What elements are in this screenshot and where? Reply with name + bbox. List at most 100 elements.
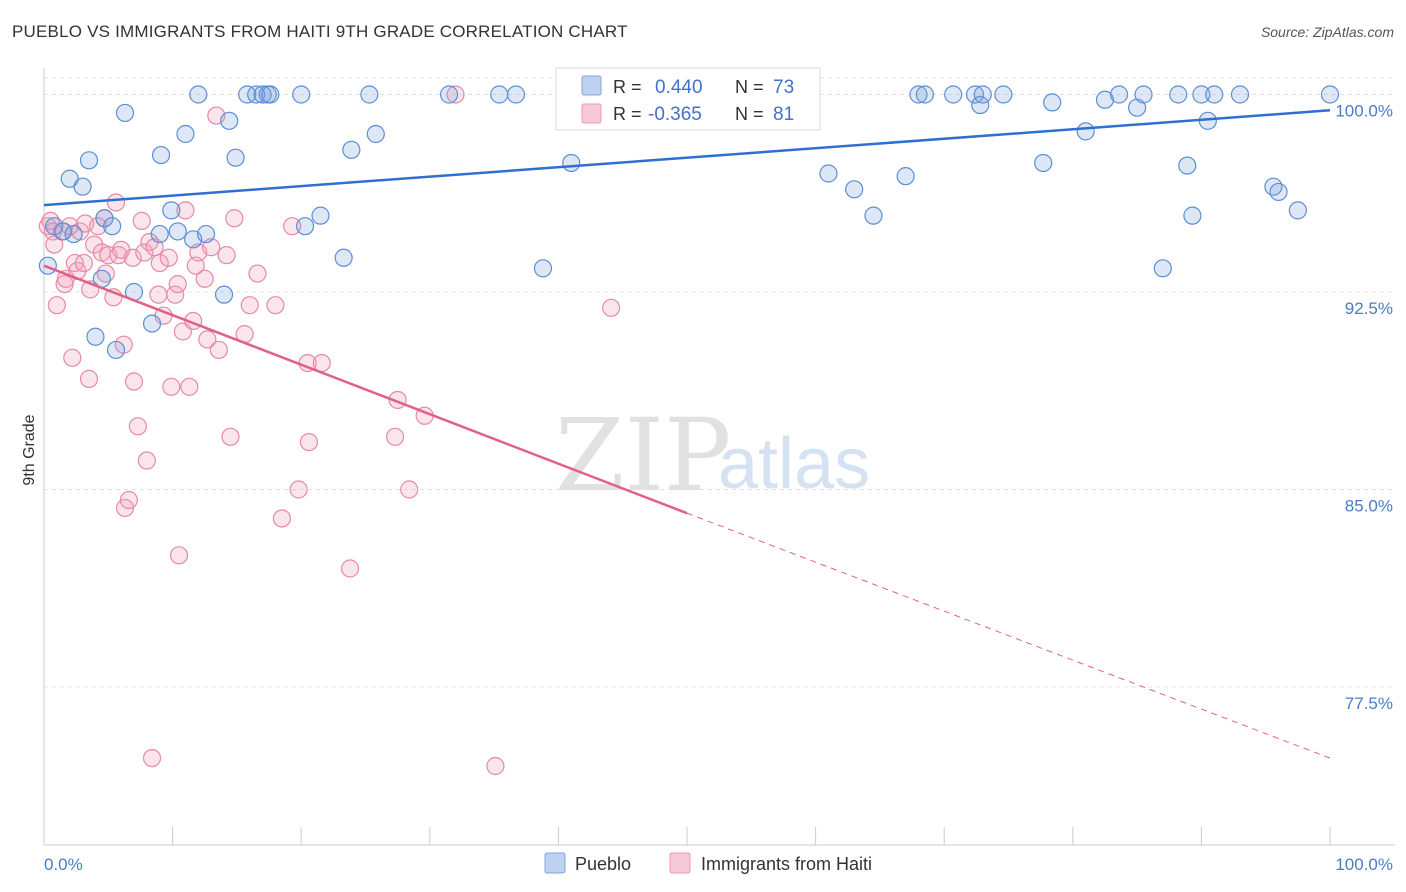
legend-n-label-2: N =	[735, 104, 764, 124]
haiti-point	[180, 377, 199, 396]
pueblo-point	[311, 206, 330, 225]
legend-swatch-haiti	[581, 103, 602, 124]
pueblo-point	[994, 85, 1013, 104]
pueblo-point	[845, 180, 864, 199]
pueblo-trend-line	[43, 109, 1331, 207]
pueblo-point	[1264, 177, 1283, 196]
pueblo-point	[819, 164, 838, 183]
haiti-point	[106, 193, 126, 212]
haiti-point	[142, 748, 162, 768]
haiti-point	[240, 296, 259, 315]
pueblo-point	[151, 145, 171, 165]
haiti-point	[123, 248, 142, 267]
haiti-point	[299, 433, 319, 452]
bottom-legend-swatch-haiti	[669, 852, 691, 874]
pueblo-point	[79, 151, 99, 170]
haiti-trend-extension	[686, 512, 1331, 759]
pueblo-point	[1205, 85, 1224, 104]
pueblo-point	[973, 85, 992, 104]
haiti-point	[340, 559, 360, 578]
y-tick-label: 85.0%	[1345, 497, 1393, 516]
haiti-point	[217, 246, 236, 265]
haiti-point	[272, 509, 292, 528]
pueblo-point	[220, 111, 239, 130]
pueblo-point	[115, 103, 135, 123]
haiti-point	[135, 243, 154, 262]
pueblo-point	[106, 340, 126, 360]
pueblo-point	[1320, 85, 1340, 104]
bottom-legend: Pueblo Immigrants from Haiti	[544, 852, 872, 874]
haiti-point	[119, 490, 138, 510]
pueblo-point	[38, 256, 57, 275]
bottom-legend-pueblo: Pueblo	[575, 854, 631, 874]
pueblo-point	[944, 85, 963, 104]
pueblo-point	[909, 85, 928, 104]
haiti-point	[79, 369, 99, 388]
legend-n-value-2: 81	[773, 104, 794, 125]
source-label: Source: ZipAtlas.com	[1260, 24, 1394, 40]
haiti-point	[289, 480, 308, 499]
pueblo-point	[915, 85, 935, 104]
haiti-point	[132, 211, 151, 230]
pueblo-point	[103, 217, 122, 236]
pueblo-point	[1269, 182, 1288, 202]
bottom-legend-swatch-pueblo	[544, 852, 566, 874]
watermark-zip: ZIP	[555, 397, 731, 514]
bottom-legend-haiti: Immigrants from Haiti	[701, 854, 872, 874]
pueblo-point	[142, 314, 162, 333]
haiti-point	[176, 201, 195, 220]
pueblo-point	[896, 167, 915, 186]
pueblo-point	[1109, 85, 1129, 104]
pueblo-point	[86, 327, 105, 346]
pueblo-point	[533, 259, 553, 278]
haiti-point	[283, 217, 302, 236]
legend-r-label-2: R =	[613, 104, 642, 124]
haiti-point	[150, 253, 169, 273]
pueblo-point	[1034, 153, 1053, 173]
pueblo-point	[162, 201, 181, 220]
legend-n-value-1: 73	[773, 77, 794, 98]
haiti-point	[221, 427, 240, 446]
tick-labels: 77.5% 85.0% 92.5% 100.0% 0.0% 100.0%	[44, 102, 1393, 875]
haiti-point	[385, 427, 405, 446]
pueblo-point	[1095, 90, 1115, 109]
pueblo-point	[562, 153, 581, 173]
haiti-point	[446, 85, 465, 104]
pueblo-point	[342, 140, 361, 159]
haiti-point	[248, 264, 267, 283]
pueblo-point	[64, 224, 83, 244]
haiti-point	[124, 372, 144, 391]
pueblo-point	[150, 224, 169, 244]
pueblo-point	[292, 85, 311, 104]
haiti-point	[266, 296, 285, 315]
legend-swatch-pueblo	[581, 75, 602, 96]
pueblo-point	[965, 85, 985, 104]
pueblo-point	[253, 85, 272, 104]
pueblo-point	[73, 177, 92, 196]
y-tick-label: 100.0%	[1335, 102, 1393, 121]
pueblo-point	[1192, 85, 1211, 104]
pueblo-point	[1043, 93, 1062, 112]
haiti-point	[149, 285, 168, 304]
pueblo-point	[1153, 259, 1172, 278]
trend-lines	[43, 109, 1331, 759]
series-pueblo-points	[38, 85, 1340, 360]
x-tick-label-start: 0.0%	[44, 855, 83, 874]
pueblo-point	[176, 124, 195, 144]
chart-title: PUEBLO VS IMMIGRANTS FROM HAITI 9TH GRAD…	[12, 22, 628, 41]
y-axis-label: 9th Grade	[21, 414, 38, 485]
haiti-point	[169, 546, 189, 565]
pueblo-point	[439, 85, 459, 104]
haiti-point	[400, 480, 419, 499]
series-haiti-points	[38, 85, 621, 776]
pueblo-point	[295, 217, 315, 236]
haiti-point	[486, 756, 505, 776]
haiti-point	[137, 451, 156, 470]
pueblo-point	[45, 217, 64, 236]
pueblo-point	[864, 206, 883, 225]
haiti-point	[198, 330, 217, 349]
pueblo-point	[506, 85, 526, 104]
haiti-trend-line	[43, 264, 688, 515]
haiti-point	[74, 253, 93, 273]
